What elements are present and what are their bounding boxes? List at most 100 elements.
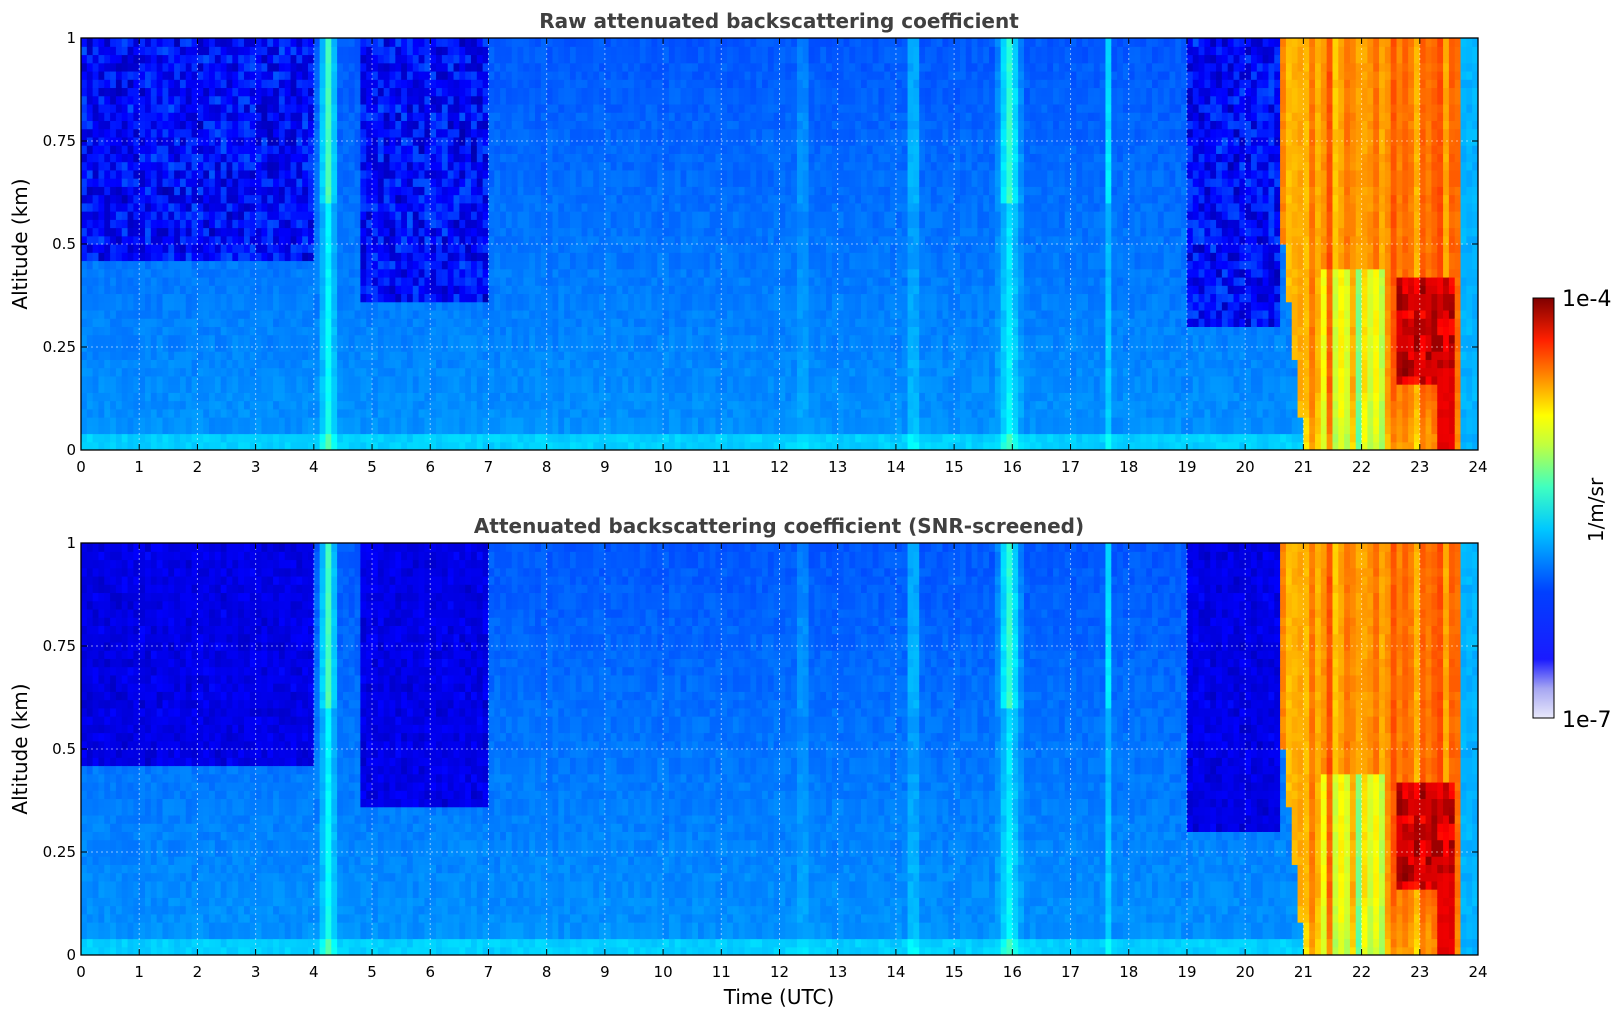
- heatmap-cell: [395, 309, 402, 319]
- heatmap-cell: [616, 342, 623, 352]
- heatmap-cell: [628, 400, 635, 410]
- heatmap-cell: [249, 95, 257, 105]
- heatmap-cell: [500, 244, 507, 253]
- heatmap-cell: [657, 260, 664, 270]
- heatmap-cell: [639, 384, 647, 393]
- heatmap-cell: [628, 161, 635, 171]
- heatmap-cell: [308, 38, 315, 47]
- heatmap-cell: [110, 367, 117, 377]
- heatmap-cell: [337, 334, 344, 344]
- heatmap-cell: [278, 334, 286, 344]
- heatmap-cell: [98, 95, 105, 105]
- heatmap-cell: [622, 211, 629, 220]
- heatmap-cell: [593, 169, 600, 179]
- heatmap-cell: [511, 178, 519, 187]
- heatmap-cell: [575, 87, 583, 97]
- heatmap-cell: [389, 62, 396, 72]
- heatmap-cell: [453, 417, 460, 426]
- heatmap-cell: [523, 367, 530, 377]
- heatmap-cell: [500, 235, 507, 245]
- heatmap-cell: [243, 95, 251, 105]
- heatmap-cell: [267, 79, 274, 89]
- heatmap-cell: [348, 161, 356, 171]
- heatmap-cell: [255, 301, 263, 311]
- heatmap-cell: [389, 38, 396, 47]
- heatmap-cell: [406, 433, 414, 443]
- heatmap-cell: [133, 433, 140, 443]
- heatmap-cell: [203, 46, 210, 56]
- heatmap-cell: [471, 128, 478, 138]
- heatmap-cell: [86, 227, 94, 237]
- heatmap-cell: [360, 79, 367, 89]
- heatmap-cell: [529, 178, 536, 187]
- heatmap-cell: [243, 309, 251, 319]
- heatmap-cell: [569, 351, 577, 360]
- heatmap-cell: [476, 276, 484, 286]
- heatmap-cell: [599, 260, 606, 270]
- heatmap-cell: [401, 244, 408, 253]
- heatmap-cell: [243, 392, 251, 402]
- heatmap-cell: [645, 120, 653, 130]
- heatmap-cell: [197, 309, 204, 319]
- heatmap-cell: [406, 136, 414, 146]
- heatmap-cell: [284, 95, 292, 105]
- heatmap-cell: [587, 441, 594, 450]
- heatmap-cell: [465, 433, 472, 443]
- heatmap-cell: [255, 375, 263, 385]
- heatmap-cell: [633, 161, 641, 171]
- heatmap-cell: [296, 384, 303, 393]
- heatmap-cell: [377, 359, 385, 369]
- heatmap-cell: [622, 408, 629, 418]
- heatmap-cell: [628, 244, 635, 253]
- heatmap-cell: [459, 211, 466, 220]
- heatmap-cell: [255, 79, 263, 89]
- heatmap-cell: [226, 38, 233, 47]
- heatmap-cell: [325, 351, 332, 360]
- heatmap-cell: [290, 384, 297, 393]
- heatmap-cell: [575, 293, 583, 303]
- heatmap-cell: [203, 400, 210, 410]
- heatmap-cell: [511, 260, 519, 270]
- heatmap-cell: [104, 227, 111, 237]
- heatmap-cell: [110, 326, 117, 336]
- heatmap-cell: [587, 260, 594, 270]
- heatmap-cell: [98, 351, 105, 360]
- heatmap-cell: [238, 433, 245, 443]
- heatmap-cell: [348, 293, 356, 303]
- heatmap-cell: [238, 285, 245, 295]
- heatmap-cell: [412, 433, 420, 443]
- heatmap-cell: [645, 95, 653, 105]
- heatmap-cell: [465, 103, 472, 113]
- heatmap-cell: [651, 351, 658, 360]
- heatmap-cell: [476, 351, 484, 360]
- heatmap-cell: [622, 227, 629, 237]
- heatmap-cell: [401, 408, 408, 418]
- heatmap-cell: [482, 202, 490, 212]
- heatmap-cell: [599, 46, 606, 56]
- heatmap-cell: [86, 359, 94, 369]
- heatmap-cell: [313, 178, 321, 187]
- heatmap-cell: [500, 161, 507, 171]
- heatmap-cell: [273, 268, 280, 278]
- heatmap-cell: [505, 219, 513, 229]
- heatmap-cell: [436, 178, 443, 187]
- heatmap-cell: [92, 62, 100, 72]
- heatmap-cell: [622, 334, 629, 344]
- heatmap-cell: [424, 375, 431, 385]
- heatmap-cell: [331, 79, 338, 89]
- heatmap-cell: [185, 293, 193, 303]
- heatmap-cell: [657, 194, 664, 204]
- heatmap-cell: [168, 433, 175, 443]
- heatmap-cell: [406, 186, 414, 196]
- heatmap-cell: [121, 285, 129, 295]
- heatmap-cell: [517, 408, 524, 418]
- heatmap-cell: [191, 244, 199, 253]
- heatmap-cell: [249, 46, 257, 56]
- heatmap-cell: [500, 276, 507, 286]
- heatmap-cell: [110, 153, 117, 163]
- heatmap-cell: [360, 417, 367, 426]
- heatmap-cell: [569, 136, 577, 146]
- heatmap-cell: [599, 95, 606, 105]
- heatmap-cell: [191, 54, 199, 64]
- heatmap-cell: [593, 384, 600, 393]
